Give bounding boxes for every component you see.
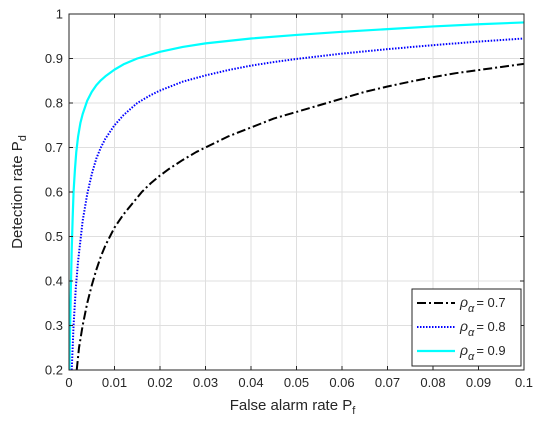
x-tick-label: 0.02 bbox=[147, 375, 172, 390]
legend-symbol: ρ bbox=[459, 318, 468, 334]
y-tick-label: 0.2 bbox=[45, 363, 63, 378]
legend-label-2: ρα = 0.9 bbox=[459, 342, 506, 363]
y-tick-label: 0.4 bbox=[45, 274, 63, 289]
legend-symbol: ρ bbox=[459, 342, 468, 358]
x-tick-label: 0.07 bbox=[375, 375, 400, 390]
x-tick-label: 0.1 bbox=[515, 375, 533, 390]
y-axis-label-subscript: d bbox=[17, 135, 29, 141]
y-tick-label: 0.9 bbox=[45, 51, 63, 66]
x-tick-label: 0 bbox=[65, 375, 72, 390]
legend: ρα = 0.7ρα = 0.8ρα = 0.9 bbox=[411, 288, 522, 367]
legend-symbol: ρ bbox=[459, 294, 468, 310]
y-tick-label: 0.5 bbox=[45, 229, 63, 244]
series-line-2 bbox=[69, 21, 524, 370]
x-axis-label: False alarm rate Pf bbox=[230, 397, 357, 417]
y-axis-label: Detection rate Pd bbox=[9, 135, 29, 249]
legend-series-name: = 0.7 bbox=[476, 295, 505, 310]
x-axis-label-subscript: f bbox=[352, 405, 356, 417]
series-line-0 bbox=[75, 62, 524, 370]
legend-subscript: α bbox=[468, 327, 475, 339]
legend-subscript: α bbox=[468, 351, 475, 363]
series-layer bbox=[69, 21, 524, 370]
legend-series-name: = 0.9 bbox=[476, 343, 505, 358]
legend-subscript: α bbox=[468, 303, 475, 315]
y-tick-label: 0.7 bbox=[45, 140, 63, 155]
x-axis-label-text: False alarm rate P bbox=[230, 397, 353, 414]
legend-label-1: ρα = 0.8 bbox=[459, 318, 506, 339]
legend-series-name: = 0.8 bbox=[476, 319, 505, 334]
x-tick-label: 0.09 bbox=[466, 375, 491, 390]
y-tick-label: 0.8 bbox=[45, 96, 63, 111]
y-tick-label: 0.6 bbox=[45, 185, 63, 200]
tick-layer: 0 0.01 0.02 0.03 0.04 0.05 0.06 0.07 0.08 0.09 0.1… bbox=[45, 7, 533, 391]
y-tick-label: 0.3 bbox=[45, 318, 63, 333]
x-tick-label: 0.08 bbox=[420, 375, 445, 390]
x-tick-label: 0.03 bbox=[193, 375, 218, 390]
series-line-1 bbox=[70, 37, 524, 370]
x-tick-label: 0.04 bbox=[238, 375, 263, 390]
x-tick-label: 0.05 bbox=[284, 375, 309, 390]
y-tick-label: 1 bbox=[56, 7, 63, 22]
x-tick-label: 0.01 bbox=[102, 375, 127, 390]
x-tick-label: 0.06 bbox=[329, 375, 354, 390]
y-axis-label-text: Detection rate P bbox=[9, 141, 26, 249]
legend-label-0: ρα = 0.7 bbox=[459, 294, 506, 315]
